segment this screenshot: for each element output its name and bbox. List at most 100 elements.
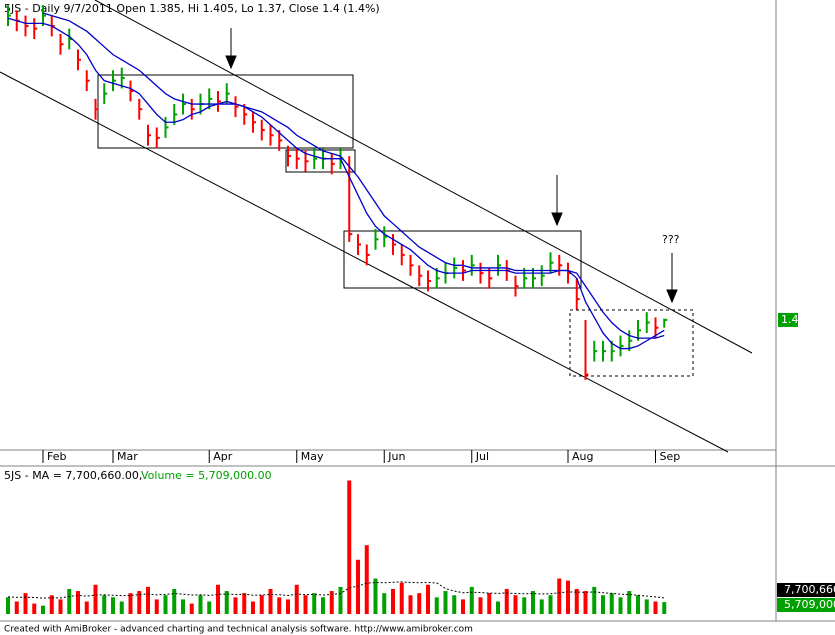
volume-bar: [399, 582, 404, 614]
volume-bar: [504, 588, 509, 614]
volume-bar: [303, 595, 308, 614]
price-bar: [453, 257, 458, 279]
volume-bar: [163, 595, 168, 614]
volume-bar: [84, 601, 89, 614]
price-bar: [304, 150, 309, 172]
price-bar: [628, 330, 633, 352]
price-bar: [462, 260, 466, 281]
price-bar: [418, 265, 423, 287]
trend-line: [94, 0, 753, 354]
box: [343, 230, 582, 289]
volume-bar: [539, 599, 544, 614]
volume-bar: [294, 584, 299, 614]
volume-bar: [111, 597, 115, 614]
price-bar: [663, 318, 668, 328]
x-tick-label: May: [301, 450, 324, 463]
price-bar: [234, 96, 239, 118]
volume-bar: [216, 584, 220, 614]
price-bar: [33, 18, 38, 40]
price-bar: [514, 275, 519, 297]
x-tick-label: Feb: [47, 450, 66, 463]
volume-bar: [644, 599, 649, 614]
box: [569, 309, 694, 377]
volume-bar: [251, 601, 255, 614]
volume-bar: [636, 595, 640, 614]
footer: Created with AmiBroker - advanced charti…: [4, 625, 473, 635]
volume-bar: [496, 601, 500, 614]
price-bar: [225, 83, 230, 105]
volume-bar: [207, 601, 212, 614]
price-bar: [523, 267, 528, 289]
price-bar: [637, 319, 641, 341]
price-bar: [610, 340, 615, 362]
volume-bar: [609, 593, 614, 614]
price-bar: [584, 319, 589, 380]
price-bar: [549, 252, 554, 274]
price-bar: [182, 93, 186, 115]
x-tick-label: Sep: [660, 450, 681, 463]
price-bar: [392, 234, 396, 255]
trend-line: [0, 71, 729, 453]
price-bar: [295, 148, 300, 170]
volume-bar: [417, 593, 422, 614]
volume-bar: [259, 595, 264, 614]
x-tick-label: Mar: [117, 450, 138, 463]
price-bar: [497, 254, 501, 276]
arrow-head: [225, 55, 237, 70]
price-bar: [120, 67, 125, 89]
x-tick-label: Jul: [475, 450, 489, 463]
price-bar: [435, 267, 440, 289]
x-tick-label: Apr: [213, 450, 233, 463]
volume-bar: [49, 595, 54, 614]
price-bar: [190, 98, 195, 120]
price-bar: [593, 340, 598, 362]
volume-bar: [487, 593, 492, 614]
price-bar: [77, 49, 81, 71]
volume-bar: [58, 599, 63, 614]
moving-average: [42, 12, 665, 339]
volume-bar: [312, 593, 317, 614]
volume-bar: [181, 599, 185, 614]
price-bar: [252, 111, 256, 133]
price-bar: [619, 335, 624, 357]
legend-entry: 5JS - MA = 7,700,660.00,: [4, 469, 142, 482]
volume-bar: [277, 597, 282, 614]
volume-bar: [6, 597, 10, 614]
volume-bar: [137, 591, 142, 614]
price-bar: [383, 226, 388, 248]
price-bar: [173, 104, 178, 125]
volume-bar: [478, 597, 483, 614]
volume-bar: [574, 588, 579, 614]
volume-ma: [7, 581, 665, 599]
price-bar: [217, 91, 221, 112]
price-bar: [313, 148, 318, 170]
price-bar: [147, 124, 151, 146]
volume-bar: [566, 580, 570, 614]
volume-bar: [452, 595, 457, 614]
volume-bar: [653, 601, 658, 614]
price-bar: [103, 83, 108, 105]
price-bar: [260, 119, 265, 141]
volume-bar: [522, 597, 527, 614]
box: [97, 74, 354, 149]
price-bar: [42, 5, 46, 27]
price-bar: [540, 265, 545, 287]
price-bar: [287, 145, 291, 167]
arrow-head: [551, 212, 563, 227]
price-bar: [94, 98, 99, 120]
volume-bar: [426, 584, 430, 614]
volume-bar: [548, 595, 553, 614]
volume-bar: [627, 591, 632, 614]
price-bar: [269, 124, 274, 146]
price-bar: [164, 117, 169, 138]
price-bar: [488, 267, 493, 289]
volume-bar: [76, 591, 80, 614]
volume-bar: [119, 601, 124, 614]
volume-bar: [41, 605, 45, 614]
drawings: [0, 0, 753, 453]
last-value-box: [777, 598, 835, 612]
volume-bar: [373, 578, 378, 614]
volume-bar: [23, 593, 28, 614]
last-value-label: 5,709,000: [784, 598, 835, 611]
